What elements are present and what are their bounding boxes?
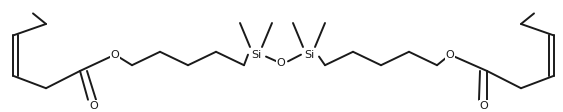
Text: O: O [90,101,99,111]
Text: O: O [110,50,119,60]
Text: O: O [446,50,454,60]
Text: O: O [276,58,285,68]
Text: Si: Si [251,50,261,60]
Text: Si: Si [304,50,314,60]
Text: O: O [480,101,488,111]
